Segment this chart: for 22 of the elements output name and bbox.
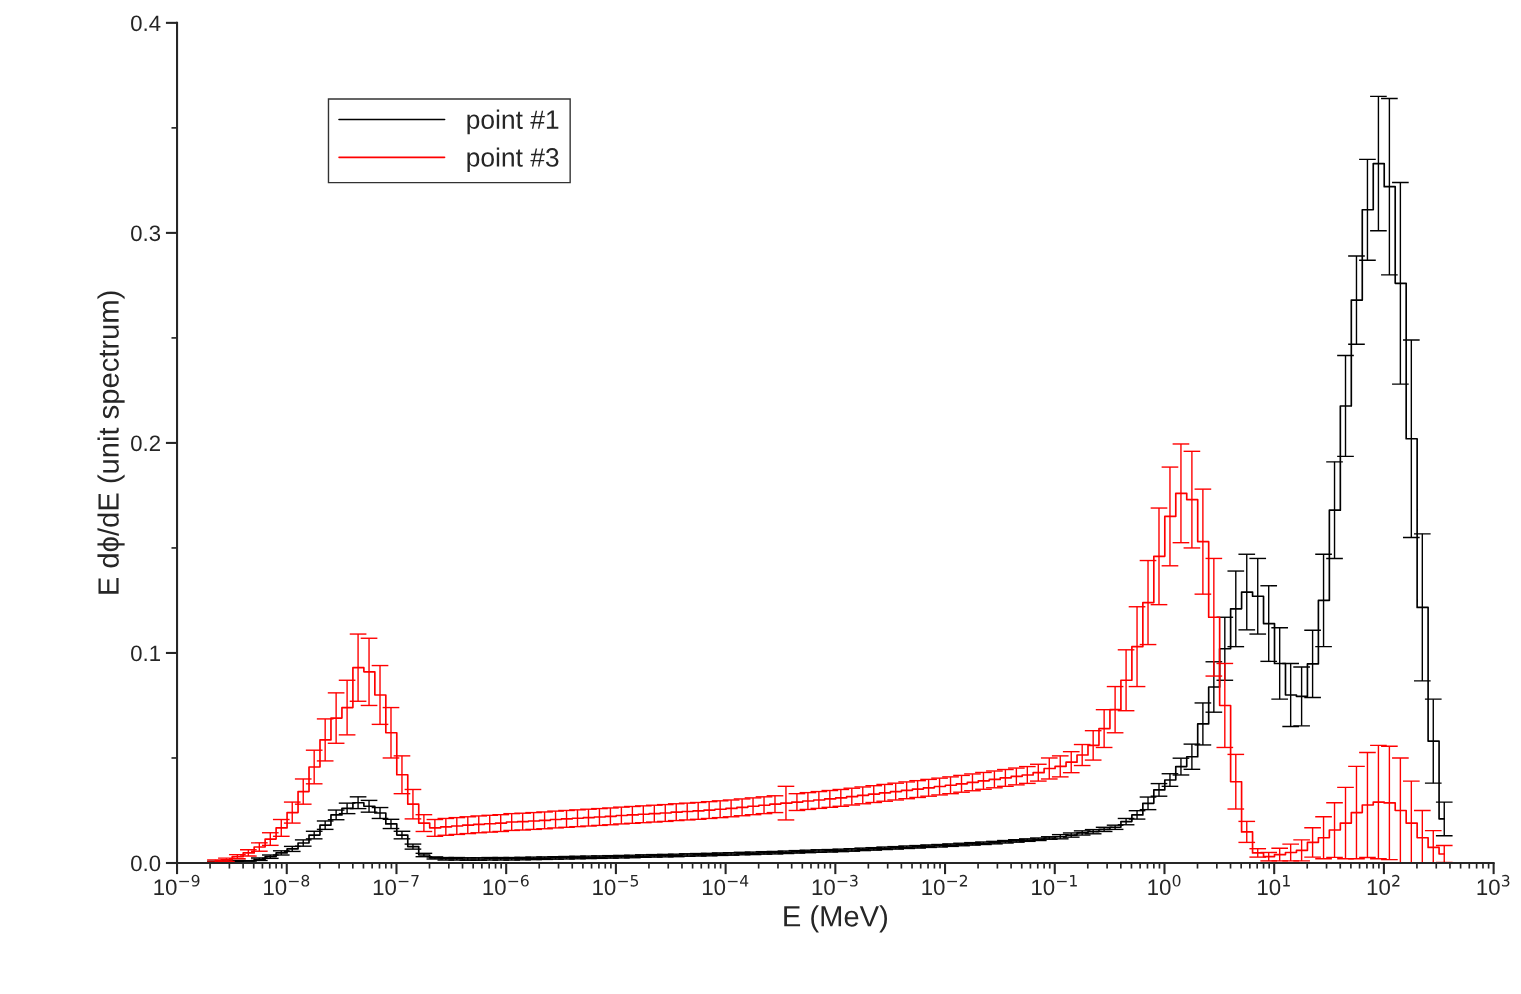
x-tick-label: 10$^{−4}$ bbox=[702, 875, 749, 896]
y-tick-label: 0.3 bbox=[131, 225, 161, 242]
x-tick-label: 10$^{−9}$ bbox=[154, 874, 200, 896]
x-tick-label: 10$^{−5}$ bbox=[593, 875, 639, 896]
y-axis-title: E dϕ/dE (unit spectrum) bbox=[97, 291, 125, 594]
y-tick-label: 0.4 bbox=[131, 15, 161, 32]
x-tick-label: 10$^{−1}$ bbox=[1032, 875, 1077, 896]
legend-label: point #1 bbox=[467, 109, 559, 135]
x-axis-title: E (MeV) bbox=[784, 905, 887, 933]
y-tick-label: 0.0 bbox=[131, 855, 161, 872]
x-tick-label: 10$^{−3}$ bbox=[812, 874, 858, 896]
x-tick-label: 10$^{−7}$ bbox=[373, 875, 419, 896]
x-tick-label: 10$^{1}$ bbox=[1258, 875, 1290, 896]
y-tick-label: 0.2 bbox=[131, 435, 160, 452]
legend-label: point #3 bbox=[467, 147, 559, 173]
x-tick-label: 10$^{−6}$ bbox=[483, 874, 529, 896]
x-tick-label: 10$^{3}$ bbox=[1477, 874, 1510, 896]
y-tick-label: 0.1 bbox=[131, 645, 160, 662]
x-tick-label: 10$^{−8}$ bbox=[264, 874, 310, 896]
x-tick-label: 10$^{−2}$ bbox=[922, 874, 968, 896]
x-tick-label: 10$^{2}$ bbox=[1367, 874, 1400, 896]
x-tick-label: 10$^{0}$ bbox=[1148, 874, 1181, 896]
